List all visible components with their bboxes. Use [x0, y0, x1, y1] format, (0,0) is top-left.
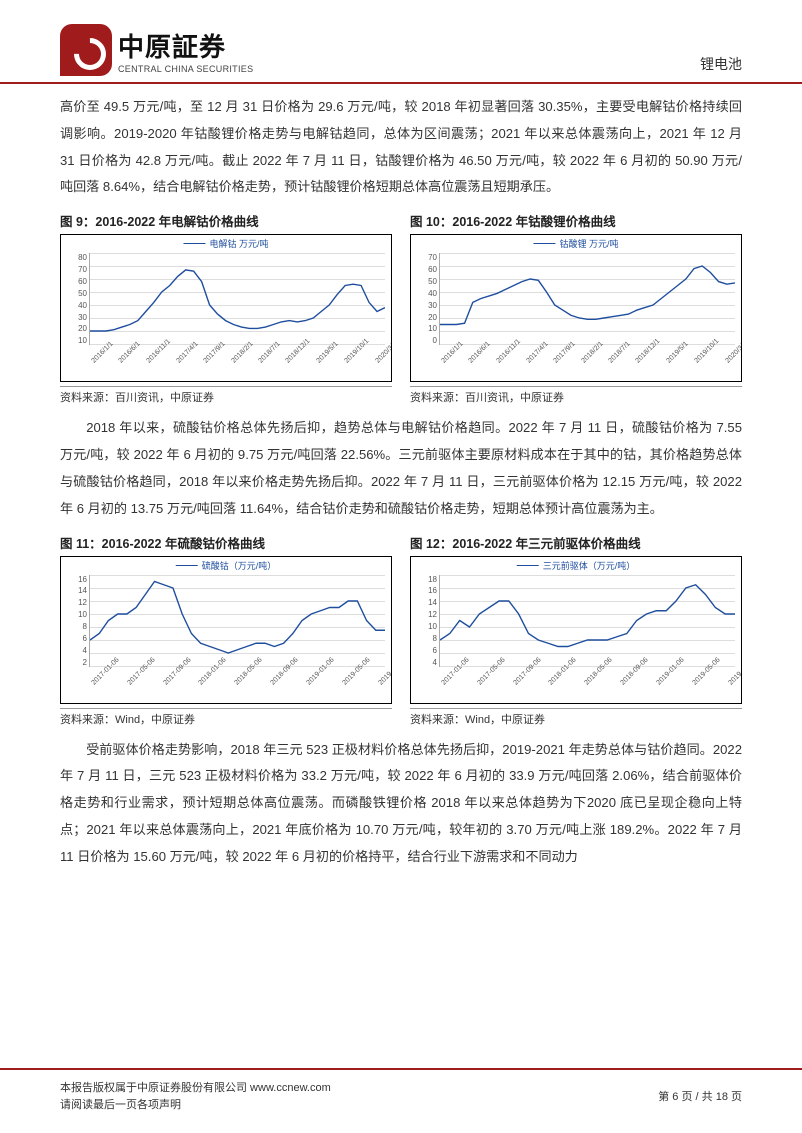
figure-9-source: 资料来源：百川资讯，中原证券 — [60, 386, 392, 405]
figure-10-chart: 钴酸锂 万元/吨 7060504030201002016/1/12016/6/12… — [410, 234, 742, 382]
figure-11-title: 图 11：2016-2022 年硫酸钴价格曲线 — [60, 533, 392, 552]
figure-9-col: 图 9：2016-2022 年电解钴价格曲线 电解钴 万元/吨 807060504… — [60, 211, 392, 405]
chart-yaxis: 706050403020100 — [413, 253, 437, 345]
figure-10-title: 图 10：2016-2022 年钴酸锂价格曲线 — [410, 211, 742, 230]
figure-12-chart: 三元前驱体（万元/吨） 18161412108642017-01-062017-0… — [410, 556, 742, 704]
chart-yaxis: 8070605040302010 — [63, 253, 87, 345]
logo-icon — [60, 24, 112, 76]
chart-plot — [89, 575, 385, 667]
chart-plot — [439, 575, 735, 667]
paragraph-2: 2018 年以来，硫酸钴价格总体先扬后抑，趋势总体与电解钴价格趋同。2022 年… — [60, 415, 742, 522]
page-footer: 本报告版权属于中原证券股份有限公司 www.ccnew.com 请阅读最后一页各… — [0, 1068, 802, 1133]
figure-row-2: 图 11：2016-2022 年硫酸钴价格曲线 硫酸钴（万元/吨） 1614121… — [0, 527, 802, 727]
chart-legend: 三元前驱体（万元/吨） — [517, 559, 636, 572]
figure-11-col: 图 11：2016-2022 年硫酸钴价格曲线 硫酸钴（万元/吨） 1614121… — [60, 533, 392, 727]
chart-legend: 电解钴 万元/吨 — [183, 237, 268, 250]
figure-9-chart: 电解钴 万元/吨 80706050403020102016/1/12016/6/1… — [60, 234, 392, 382]
figure-10-source: 资料来源：百川资讯，中原证券 — [410, 386, 742, 405]
chart-legend: 钴酸锂 万元/吨 — [533, 237, 618, 250]
footer-page-number: 第 6 页 / 共 18 页 — [658, 1080, 742, 1104]
paragraph-3-wrap: 受前驱体价格走势影响，2018 年三元 523 正极材料价格总体先扬后抑，201… — [0, 727, 802, 871]
chart-xaxis: 2017-01-062017-05-062017-09-062018-01-06… — [89, 669, 385, 703]
chart-plot — [439, 253, 735, 345]
figure-12-source: 资料来源：Wind，中原证券 — [410, 708, 742, 727]
figure-9-title: 图 9：2016-2022 年电解钴价格曲线 — [60, 211, 392, 230]
figure-12-title: 图 12：2016-2022 年三元前驱体价格曲线 — [410, 533, 742, 552]
paragraph-3: 受前驱体价格走势影响，2018 年三元 523 正极材料价格总体先扬后抑，201… — [60, 737, 742, 871]
chart-xaxis: 2016/1/12016/6/12016/11/12017/4/12017/9/… — [439, 347, 735, 381]
figure-12-col: 图 12：2016-2022 年三元前驱体价格曲线 三元前驱体（万元/吨） 181… — [410, 533, 742, 727]
logo-en: CENTRAL CHINA SECURITIES — [118, 64, 253, 74]
chart-xaxis: 2017-01-062017-05-062017-09-062018-01-06… — [439, 669, 735, 703]
header-category: 锂电池 — [700, 26, 742, 74]
logo-cn: 中原証券 — [118, 27, 253, 64]
page-header: 中原証券 CENTRAL CHINA SECURITIES 锂电池 — [0, 0, 802, 84]
figure-10-col: 图 10：2016-2022 年钴酸锂价格曲线 钴酸锂 万元/吨 70605040… — [410, 211, 742, 405]
figure-11-chart: 硫酸钴（万元/吨） 1614121086422017-01-062017-05-0… — [60, 556, 392, 704]
chart-yaxis: 1816141210864 — [413, 575, 437, 667]
footer-left: 本报告版权属于中原证券股份有限公司 www.ccnew.com 请阅读最后一页各… — [60, 1080, 331, 1115]
figure-11-source: 资料来源：Wind，中原证券 — [60, 708, 392, 727]
chart-legend: 硫酸钴（万元/吨） — [176, 559, 277, 572]
footer-disclaimer: 请阅读最后一页各项声明 — [60, 1097, 331, 1115]
footer-copyright: 本报告版权属于中原证券股份有限公司 www.ccnew.com — [60, 1080, 331, 1098]
figure-row-1: 图 9：2016-2022 年电解钴价格曲线 电解钴 万元/吨 807060504… — [0, 205, 802, 405]
chart-plot — [89, 253, 385, 345]
chart-yaxis: 161412108642 — [63, 575, 87, 667]
chart-xaxis: 2016/1/12016/6/12016/11/12017/4/12017/9/… — [89, 347, 385, 381]
paragraph-1-wrap: 高价至 49.5 万元/吨，至 12 月 31 日价格为 29.6 万元/吨，较… — [0, 84, 802, 201]
paragraph-1: 高价至 49.5 万元/吨，至 12 月 31 日价格为 29.6 万元/吨，较… — [60, 94, 742, 201]
paragraph-2-wrap: 2018 年以来，硫酸钴价格总体先扬后抑，趋势总体与电解钴价格趋同。2022 年… — [0, 405, 802, 522]
logo-block: 中原証券 CENTRAL CHINA SECURITIES — [60, 24, 253, 76]
logo-text: 中原証券 CENTRAL CHINA SECURITIES — [118, 27, 253, 74]
